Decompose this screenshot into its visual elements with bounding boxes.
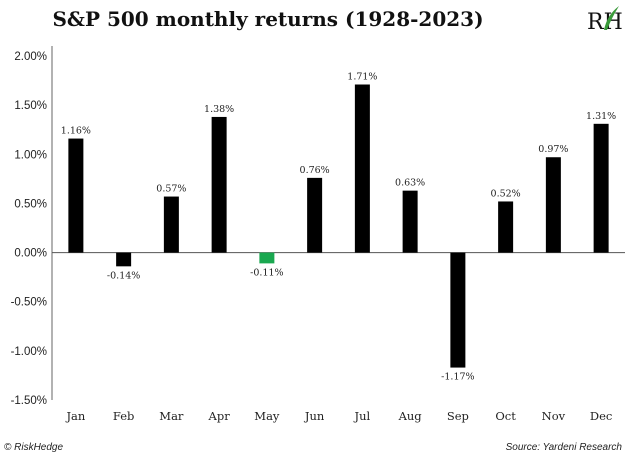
y-axis-ticks: 2.00% 1.50% 1.00% 0.50% 0.00% -0.50% -1.00% -1.… — [11, 51, 47, 407]
y-tick-label: 0.00% — [14, 248, 47, 260]
data-label-sep: -1.17% — [441, 372, 474, 383]
data-label-feb: -0.14% — [107, 270, 140, 281]
footer-source: Source: Yardeni Research — [506, 442, 623, 453]
footer-credit: © RiskHedge — [4, 442, 63, 453]
data-label-oct: 0.52% — [491, 188, 521, 199]
y-tick-label: 0.50% — [14, 198, 47, 210]
data-label-dec: 1.31% — [586, 111, 616, 122]
bar-sep — [450, 252, 466, 368]
x-tick-label-jan: Jan — [65, 409, 85, 423]
logo-leaf-icon — [604, 6, 619, 30]
x-tick-label-apr: Apr — [208, 409, 231, 423]
bar-aug — [402, 190, 418, 253]
y-tick-label: 1.50% — [14, 100, 47, 112]
y-tick-label: -1.50% — [11, 395, 47, 407]
x-tick-label-feb: Feb — [113, 409, 135, 423]
x-axis-ticks: Jan Feb Mar Apr May Jun Jul Aug Sep Oct Nov Dec — [65, 409, 612, 423]
bar-apr — [211, 116, 227, 253]
logo: RH — [587, 6, 623, 35]
bar-feb — [116, 252, 132, 267]
bars — [68, 84, 609, 368]
x-tick-label-oct: Oct — [495, 409, 516, 423]
x-tick-label-jul: Jul — [354, 409, 371, 423]
data-label-jun: 0.76% — [300, 165, 330, 176]
data-label-mar: 0.57% — [156, 184, 186, 195]
chart-title: S&P 500 monthly returns (1928-2023) — [52, 7, 483, 31]
y-tick-label: 1.00% — [14, 149, 47, 161]
bar-jan — [68, 138, 84, 253]
x-tick-label-sep: Sep — [447, 409, 469, 423]
data-labels: 1.16% -0.14% 0.57% 1.38% -0.11% 0.76% 1.71% 0.6… — [61, 72, 616, 383]
x-tick-label-mar: Mar — [159, 409, 184, 423]
x-tick-label-dec: Dec — [590, 409, 612, 423]
logo-text: RH — [587, 10, 623, 35]
data-label-nov: 0.97% — [538, 144, 568, 155]
y-tick-label: -1.00% — [11, 346, 47, 358]
y-tick-label: 2.00% — [14, 51, 47, 63]
x-tick-label-jun: Jun — [304, 409, 325, 423]
data-label-may: -0.11% — [250, 267, 283, 278]
bar-oct — [498, 201, 514, 253]
data-label-apr: 1.38% — [204, 104, 234, 115]
x-tick-label-may: May — [254, 409, 280, 423]
x-tick-label-nov: Nov — [542, 409, 566, 423]
bar-may — [259, 252, 275, 264]
bar-jun — [307, 177, 323, 253]
bar-mar — [163, 196, 179, 253]
y-tick-label: -0.50% — [11, 297, 47, 309]
data-label-jul: 1.71% — [347, 72, 377, 83]
bar-dec — [593, 123, 609, 253]
x-tick-label-aug: Aug — [398, 409, 423, 423]
data-label-aug: 0.63% — [395, 178, 425, 189]
bar-nov — [545, 157, 561, 253]
bar-jul — [354, 84, 370, 253]
data-label-jan: 1.16% — [61, 126, 91, 137]
